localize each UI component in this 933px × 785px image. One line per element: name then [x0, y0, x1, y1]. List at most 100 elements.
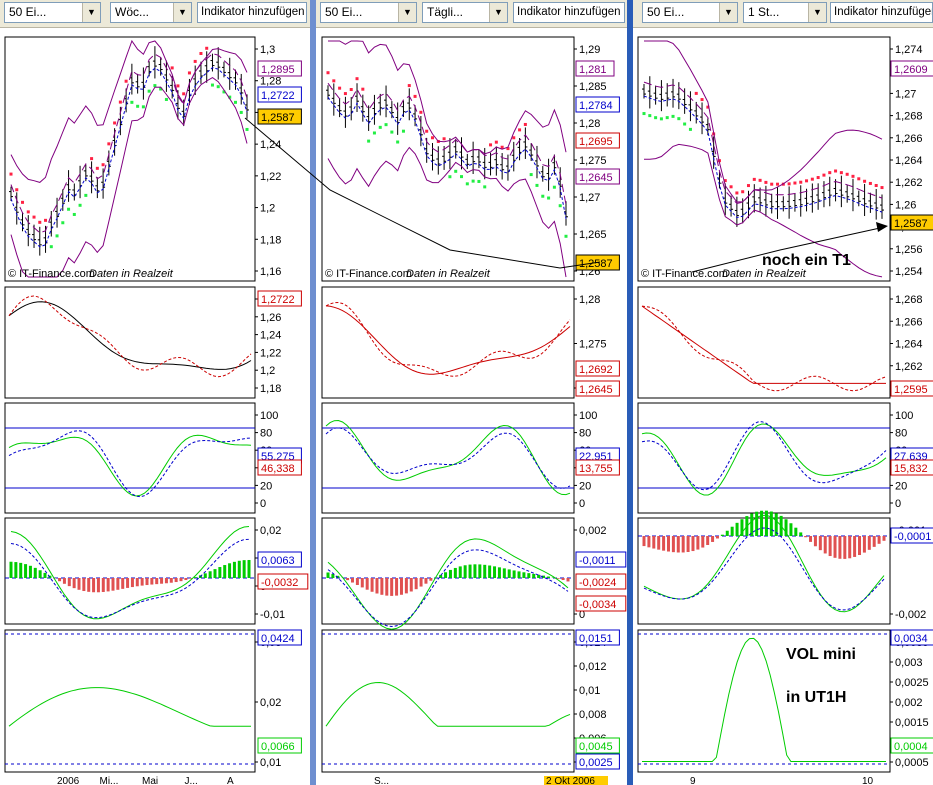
macd-line — [327, 538, 569, 630]
axis-tick-label: 0,003 — [895, 657, 923, 669]
axis-tick-label: 1,2 — [260, 203, 275, 215]
range-select[interactable]: 50 Ei... ▼ — [642, 2, 738, 23]
macd-histogram-bar — [784, 519, 788, 536]
vol-tag: 0,0004 — [894, 741, 928, 753]
ma-tag: 1,2595 — [894, 384, 928, 396]
stoch-tag-box — [257, 459, 302, 476]
axis-tick-label: 1,26 — [260, 312, 281, 324]
macd-histogram-bar — [701, 536, 705, 548]
macd-histogram-bar — [24, 564, 28, 578]
axis-tick-label: 0,002 — [895, 697, 923, 709]
psar-dot — [529, 173, 533, 177]
macd-tag: 0,0063 — [261, 555, 295, 567]
macd-histogram-bar — [848, 536, 852, 559]
chevron-down-icon[interactable]: ▼ — [719, 3, 737, 22]
axis-tick-label: 1,29 — [579, 44, 600, 56]
psar-dot — [67, 207, 71, 211]
macd-histogram-bar — [179, 578, 183, 582]
add-indicator-button[interactable]: Indikator hinzufügen — [197, 2, 307, 23]
axis-tick-label: 0,01 — [579, 685, 600, 697]
chart-panel-frame — [321, 517, 575, 625]
volatility-line — [325, 681, 571, 727]
axis-tick-label: -0,01 — [260, 609, 285, 621]
chart-panel-frame — [637, 629, 891, 773]
macd-histogram-bar — [647, 536, 651, 548]
chevron-down-icon[interactable]: ▼ — [808, 3, 826, 22]
macd-histogram-bar — [843, 536, 847, 559]
macd-histogram-bar — [853, 536, 857, 557]
axis-tick-label: 0 — [579, 609, 585, 621]
chart-panel-frame — [637, 402, 891, 514]
period-select[interactable]: Wöc... ▼ — [110, 2, 192, 23]
axis-tick-label: 1,275 — [579, 339, 607, 351]
moving-average-slow — [643, 81, 883, 205]
range-select[interactable]: 50 Ei... ▼ — [4, 2, 101, 23]
psar-dot — [500, 145, 504, 149]
macd-histogram-bar — [537, 574, 541, 578]
psar-dot — [216, 85, 220, 89]
macd-tag-box — [575, 573, 627, 590]
macd-histogram-bar — [164, 578, 168, 584]
macd-histogram-bar — [735, 522, 739, 536]
volatility-line — [642, 637, 886, 762]
bollinger-upper — [644, 40, 883, 203]
chevron-down-icon[interactable]: ▼ — [398, 3, 416, 22]
psar-dot — [851, 174, 855, 178]
price-tag-box — [575, 132, 620, 149]
psar-dot — [799, 180, 803, 184]
annotation-t1: noch ein T1 — [762, 252, 851, 269]
price-tag: 1,2587 — [261, 112, 295, 124]
period-select[interactable]: Tägli... ▼ — [422, 2, 508, 23]
psar-dot — [654, 116, 658, 120]
macd-histogram-bar — [96, 578, 100, 593]
period-select-value: 1 St... — [748, 5, 780, 19]
macd-tag-box — [575, 551, 627, 568]
vol-tag: 0,0424 — [261, 633, 295, 645]
macd-histogram-bar — [681, 536, 685, 553]
macd-histogram-bar — [473, 564, 477, 578]
axis-tick-label: 0 — [895, 498, 901, 510]
macd-signal-line — [643, 527, 885, 611]
add-indicator-button[interactable]: Indikator hinzufügen — [830, 2, 933, 23]
range-select[interactable]: 50 Ei... ▼ — [320, 2, 417, 23]
ma-tag-box — [257, 290, 302, 307]
macd-tag: -0,0024 — [579, 577, 616, 589]
macd-histogram-bar — [194, 577, 198, 578]
macd-histogram-bar — [463, 565, 467, 578]
macd-histogram-bar — [360, 578, 364, 588]
psar-dot — [694, 91, 698, 95]
axis-tick-label: 1,28 — [260, 76, 281, 88]
range-select-value: 50 Ei... — [325, 5, 363, 19]
period-select[interactable]: 1 St... ▼ — [743, 2, 827, 23]
axis-tick-label: 100 — [895, 410, 913, 422]
watermark: © IT-Finance.com — [641, 268, 728, 280]
period-select-value: Tägli... — [427, 5, 464, 19]
ma-line-slow — [641, 305, 886, 384]
toolbar-daily: 50 Ei... ▼ Tägli... ▼ Indikator hinzufügen — [316, 0, 627, 28]
chevron-down-icon[interactable]: ▼ — [82, 3, 100, 22]
time-axis-label: Mi... — [100, 776, 119, 785]
macd-line — [10, 526, 250, 620]
vol-tag: 0,0034 — [894, 633, 928, 645]
macd-histogram-bar — [228, 563, 232, 578]
macd-histogram-bar — [823, 536, 827, 554]
chevron-down-icon[interactable]: ▼ — [489, 3, 507, 22]
ma-tag-box — [890, 380, 933, 397]
macd-histogram-bar — [336, 575, 340, 578]
macd-histogram-bar — [92, 578, 96, 593]
psar-dot — [729, 185, 733, 189]
macd-histogram-bar — [145, 578, 149, 586]
time-axis-label: 2 Okt 2006 — [546, 776, 595, 785]
trend-arrow-line-2 — [691, 227, 881, 273]
macd-histogram-bar — [448, 569, 452, 578]
macd-histogram-bar — [483, 564, 487, 578]
psar-dot — [518, 128, 522, 132]
macd-histogram-bar — [556, 578, 560, 579]
add-indicator-button[interactable]: Indikator hinzufügen — [513, 2, 625, 23]
time-axis-label: J... — [185, 776, 198, 785]
price-tag: 1,2645 — [579, 172, 613, 184]
psar-dot — [193, 59, 197, 63]
macd-histogram-bar — [764, 510, 768, 536]
chevron-down-icon[interactable]: ▼ — [173, 3, 191, 22]
macd-histogram-bar — [375, 578, 379, 594]
